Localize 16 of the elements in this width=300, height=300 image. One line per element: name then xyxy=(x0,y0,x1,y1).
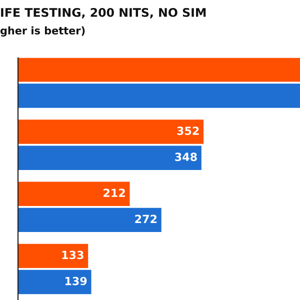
data-label: 212 xyxy=(104,188,125,197)
bar xyxy=(18,84,300,108)
chart-title: IFE TESTING, 200 NITS, NO SIM xyxy=(1,8,206,18)
bar xyxy=(18,58,300,82)
chart-subtitle: gher is better) xyxy=(0,26,85,37)
data-label: 272 xyxy=(135,214,157,223)
bar xyxy=(18,244,88,268)
bar xyxy=(18,120,204,144)
bar xyxy=(18,146,202,170)
data-label: 348 xyxy=(175,152,197,162)
data-label: 352 xyxy=(177,126,199,135)
bar xyxy=(18,182,130,206)
bar xyxy=(18,208,162,232)
data-label: 133 xyxy=(62,250,84,260)
data-label: 139 xyxy=(65,276,87,286)
bar xyxy=(18,270,92,294)
